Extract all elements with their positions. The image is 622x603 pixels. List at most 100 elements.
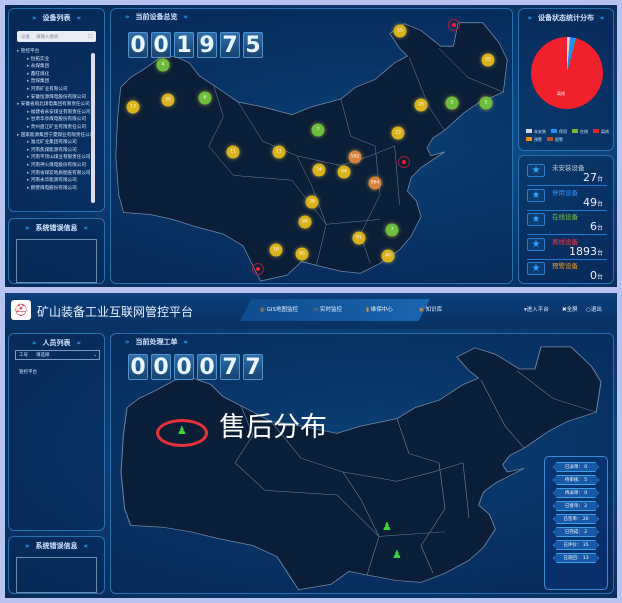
nav-monitor[interactable]: ▭ 实时监控	[313, 305, 342, 313]
pie-slice[interactable]	[567, 37, 576, 73]
province-border	[409, 57, 445, 131]
tree-item[interactable]: 晋煤集团	[17, 78, 94, 86]
device-cluster-marker[interactable]: 54	[312, 163, 326, 177]
pie-slice[interactable]	[531, 37, 603, 110]
alarm-marker[interactable]	[448, 19, 460, 31]
device-cluster-marker[interactable]: 19	[393, 24, 407, 38]
person-marker-icon[interactable]: ♟	[392, 548, 402, 561]
device-cluster-marker[interactable]: 592	[348, 150, 362, 164]
scrollbar[interactable]	[91, 53, 95, 203]
legend-label: 未安装	[534, 129, 546, 134]
device-cluster-marker[interactable]: 23	[391, 126, 405, 140]
tree-item[interactable]: 贵州盘江矿业有限责任公司	[17, 124, 94, 132]
pie-slice[interactable]	[567, 37, 571, 73]
device-cluster-marker[interactable]: 5	[445, 96, 459, 110]
error-panel: » 系统错误信息 «	[8, 536, 105, 594]
device-cluster-marker[interactable]: 11	[226, 145, 240, 159]
tree-item[interactable]: 河南平顶山煤业有限责任公司	[17, 154, 94, 162]
chevron-down-icon[interactable]: ⌄	[93, 352, 97, 358]
search-type-select[interactable]: 设备	[21, 34, 30, 40]
device-cluster-marker[interactable]: 5	[479, 96, 493, 110]
tree-item[interactable]: 河南焦煤能源有限公司	[17, 147, 94, 155]
tree-item[interactable]: 河南永华能源有限公司	[17, 177, 94, 185]
device-cluster-marker[interactable]: 7	[385, 223, 399, 237]
legend-item[interactable]: 离线	[593, 129, 609, 135]
china-outline	[115, 22, 508, 282]
search-input[interactable]: 请输入搜索	[36, 34, 59, 40]
tree-item[interactable]: 国家能源集团宁夏煤业有限责任公司	[17, 132, 94, 140]
device-cluster-marker[interactable]: 28	[414, 98, 428, 112]
tree-item[interactable]: 永煤集团	[17, 63, 94, 71]
order-status-label: 已派单	[564, 465, 579, 470]
device-cluster-marker[interactable]: 64	[337, 165, 351, 179]
power-icon: ○	[586, 307, 591, 313]
people-tree-root[interactable]: 管控平台	[19, 370, 37, 375]
device-cluster-marker[interactable]: 964	[368, 176, 382, 190]
pie-slice[interactable]	[567, 38, 577, 73]
person-marker-icon[interactable]: ♟	[177, 424, 187, 437]
tree-item[interactable]: 甘肃华亭煤电股份有限公司	[17, 116, 94, 124]
nav-label: GIS地图监控	[266, 307, 298, 313]
tree-item[interactable]: 恒拓实业	[17, 56, 94, 64]
device-cluster-marker[interactable]: 11	[272, 145, 286, 159]
device-cluster-marker[interactable]: 13	[126, 100, 140, 114]
legend-item[interactable]: 未安装	[526, 129, 546, 135]
nav-chart[interactable]: ▮ 维保中心	[366, 305, 393, 313]
order-status-item[interactable]: 已评价： 35	[553, 540, 599, 550]
china-map[interactable]	[111, 334, 613, 593]
device-cluster-marker[interactable]: 16	[269, 243, 283, 257]
nav-book[interactable]: ◉ 知识库	[419, 305, 442, 313]
tree-item[interactable]: 鹤壁煤电股份有限公司	[17, 185, 94, 193]
order-status-item[interactable]: 已完成： 2	[553, 527, 599, 537]
order-status-item[interactable]: 已接单： 2	[553, 501, 599, 511]
device-cluster-marker[interactable]: 4	[156, 58, 170, 72]
tree-item[interactable]: 福建省永安煤业有限责任公司	[17, 109, 94, 117]
tree-item[interactable]: 安徽恒源煤电股份有限公司	[17, 94, 94, 102]
tree-item[interactable]: 河南矿业有限公司	[17, 86, 94, 94]
action-fullscreen[interactable]: ✖全屏	[562, 305, 578, 313]
legend-item[interactable]: 预警	[526, 137, 542, 143]
nav-globe[interactable]: ◍ GIS地图监控	[260, 305, 298, 313]
device-cluster-marker[interactable]: 38	[161, 93, 175, 107]
people-search-input[interactable]: 请选择	[36, 353, 50, 358]
device-cluster-marker[interactable]: 38	[305, 195, 319, 209]
tree-item[interactable]: 鑫旺煤化	[17, 71, 94, 79]
stat-unit: 台	[596, 200, 603, 208]
order-status-item[interactable]: 待审核： 5	[553, 475, 599, 485]
order-status-item[interactable]: 待派单： 0	[553, 488, 599, 498]
action-enter[interactable]: ▾进入平台	[524, 305, 549, 313]
tree-item[interactable]: 河南省煤炭地质勘查有限公司	[17, 170, 94, 178]
device-cluster-marker[interactable]: 7	[311, 123, 325, 137]
alarm-marker[interactable]	[398, 156, 410, 168]
action-power[interactable]: ○退出	[586, 305, 602, 313]
device-cluster-marker[interactable]: 40	[381, 249, 395, 263]
device-cluster-marker[interactable]: 6	[198, 91, 212, 105]
star-icon: ★	[527, 262, 545, 275]
filter-select[interactable]: 工号	[19, 353, 28, 358]
device-cluster-marker[interactable]: 91	[352, 231, 366, 245]
order-status-item[interactable]: 已派单： 0	[553, 462, 599, 472]
order-status-item[interactable]: 已驳回： 13	[553, 553, 599, 563]
order-status-item[interactable]: 已签单： 20	[553, 514, 599, 524]
stat-unit: 台	[596, 274, 603, 281]
tree-item[interactable]: 安徽省皖北煤电集团有限责任公司	[17, 101, 94, 109]
device-search[interactable]: 设备 请输入搜索 □	[17, 31, 96, 42]
tree-item[interactable]: 管控平台	[17, 48, 94, 56]
order-status-value: 5	[584, 478, 588, 483]
province-border	[360, 145, 381, 264]
tree-item[interactable]: 河南神火煤电股份有限公司	[17, 162, 94, 170]
star-icon: ★	[527, 164, 545, 177]
device-cluster-marker[interactable]: 60	[295, 247, 309, 261]
device-cluster-marker[interactable]: 55	[481, 53, 495, 67]
legend-item[interactable]: 在线	[572, 129, 588, 135]
tree-item[interactable]: 淮北矿业集团有限公司	[17, 139, 94, 147]
globe-icon: ◍	[260, 307, 267, 313]
legend-item[interactable]: 报警	[547, 137, 563, 143]
alarm-marker[interactable]	[252, 263, 264, 275]
person-marker-icon[interactable]: ♟	[382, 520, 392, 533]
search-icon[interactable]: □	[87, 34, 92, 39]
legend-item[interactable]: 停用	[551, 129, 567, 135]
stat-value: 6	[589, 220, 597, 233]
device-cluster-marker[interactable]: 86	[298, 215, 312, 229]
